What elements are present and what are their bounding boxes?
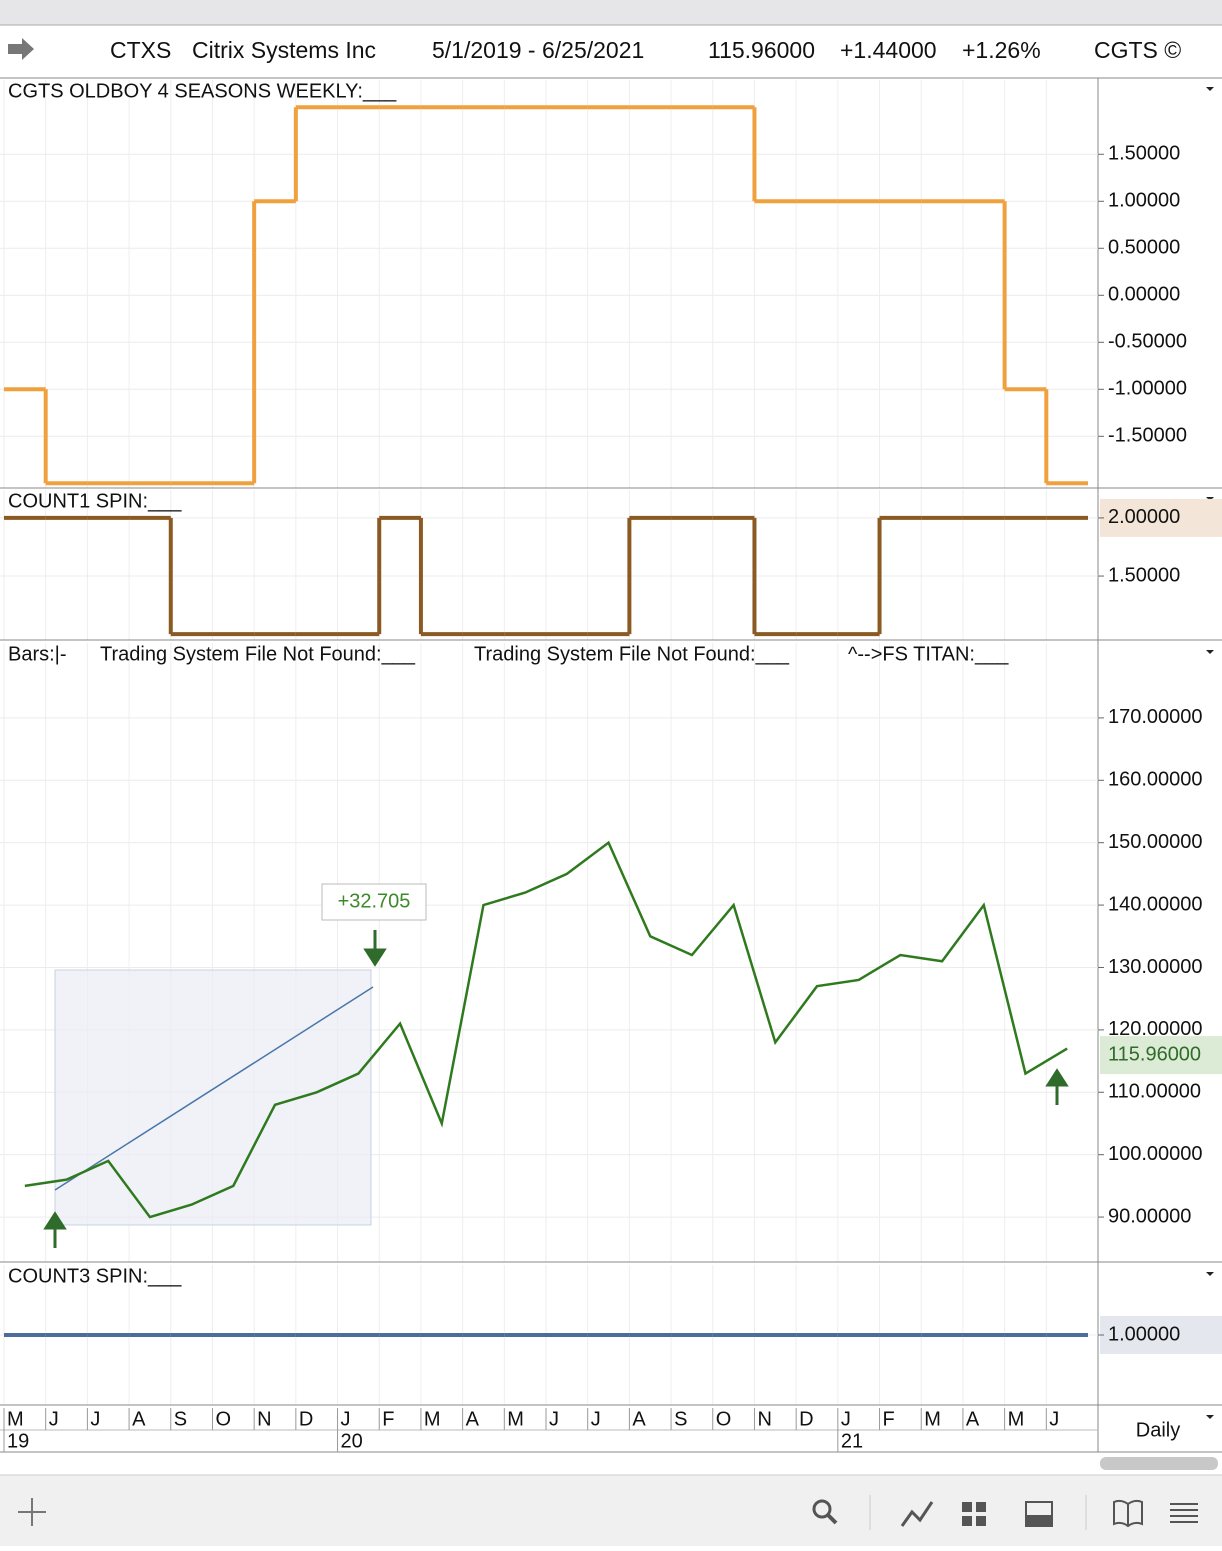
last-value-marker xyxy=(1100,1316,1222,1354)
x-tick-label: J xyxy=(90,1408,100,1430)
x-tick-label: F xyxy=(382,1408,394,1430)
last-price-label: 115.96000 xyxy=(1108,1043,1201,1065)
y-tick-label: 1.00000 xyxy=(1108,1323,1180,1345)
menu-button[interactable] xyxy=(1170,1503,1198,1523)
nav-arrow[interactable] xyxy=(8,38,34,60)
book-button[interactable] xyxy=(1113,1499,1143,1528)
y-tick-label: 170.00000 xyxy=(1108,706,1203,728)
last-price-marker xyxy=(1100,1036,1222,1075)
add-button[interactable] xyxy=(18,1498,46,1526)
last-price: 115.96000 xyxy=(708,37,815,63)
y-tick-label: 0.00000 xyxy=(1108,284,1180,306)
scrollbar[interactable] xyxy=(1100,1457,1218,1470)
year-label: 21 xyxy=(841,1430,863,1452)
y-tick-label: 1.00000 xyxy=(1108,190,1180,212)
x-tick-label: D xyxy=(799,1408,813,1430)
change-pct: +1.26% xyxy=(962,37,1041,63)
dropdown[interactable] xyxy=(1206,1415,1214,1419)
dropdown[interactable] xyxy=(1206,650,1214,654)
symbol: CTXS xyxy=(110,37,171,63)
x-tick-label: A xyxy=(132,1408,146,1430)
last-value-marker xyxy=(1100,498,1222,537)
annotation: +32.705 xyxy=(338,890,411,912)
y-tick-label: 0.50000 xyxy=(1108,237,1180,259)
trend-line xyxy=(54,986,374,1191)
x-tick-label: M xyxy=(507,1408,524,1430)
signal-arrow xyxy=(1045,1068,1069,1105)
y-tick-label: -1.50000 xyxy=(1108,425,1187,447)
y-tick-label: 90.00000 xyxy=(1108,1205,1191,1227)
y-tick-label: 140.00000 xyxy=(1108,893,1203,915)
x-tick-label: J xyxy=(49,1408,59,1430)
draw-button[interactable] xyxy=(900,1501,934,1527)
x-tick-label: F xyxy=(883,1408,895,1430)
year-label: 19 xyxy=(7,1430,29,1452)
y-tick-label: 160.00000 xyxy=(1108,769,1203,791)
x-tick-label: M xyxy=(1008,1408,1025,1430)
layout-button[interactable] xyxy=(962,1502,986,1526)
x-tick-label: A xyxy=(966,1408,980,1430)
selection-box xyxy=(54,969,372,1226)
x-tick-label: M xyxy=(424,1408,441,1430)
signal-arrow xyxy=(363,930,387,967)
price-line xyxy=(24,840,1068,1219)
y-tick-label: -0.50000 xyxy=(1108,331,1187,353)
y-tick-label: 1.50000 xyxy=(1108,143,1180,165)
x-tick-label: S xyxy=(674,1408,687,1430)
y-tick-label: 150.00000 xyxy=(1108,831,1203,853)
x-tick-label: D xyxy=(299,1408,313,1430)
x-tick-label: J xyxy=(1049,1408,1059,1430)
company: Citrix Systems Inc xyxy=(192,37,376,63)
x-tick-label: S xyxy=(174,1408,187,1430)
y-tick-label: 2.00000 xyxy=(1108,506,1180,528)
toolbar xyxy=(0,1475,1222,1546)
signal-arrow xyxy=(43,1211,67,1248)
x-tick-label: J xyxy=(549,1408,559,1430)
x-tick-label: N xyxy=(757,1408,771,1430)
panel-subtitle: Trading System File Not Found:___ xyxy=(100,643,416,665)
window-top-bar xyxy=(0,0,1222,25)
x-tick-label: A xyxy=(466,1408,480,1430)
y-tick-label: 100.00000 xyxy=(1108,1143,1203,1165)
panel-subtitle: Trading System File Not Found:___ xyxy=(474,643,790,665)
search-button[interactable] xyxy=(812,1499,838,1525)
panel-subtitle: ^-->FS TITAN:___ xyxy=(848,643,1009,665)
y-tick-label: 110.00000 xyxy=(1108,1081,1201,1103)
brand: CGTS © xyxy=(1094,37,1181,63)
x-tick-label: A xyxy=(632,1408,646,1430)
annotation-box xyxy=(321,883,427,921)
y-tick-label: 120.00000 xyxy=(1108,1018,1203,1040)
x-tick-label: J xyxy=(841,1408,851,1430)
y-tick-label: 130.00000 xyxy=(1108,956,1203,978)
dropdown[interactable] xyxy=(1206,1272,1214,1276)
y-tick-label: 1.50000 xyxy=(1108,564,1180,586)
interval[interactable]: Daily xyxy=(1136,1419,1180,1441)
x-tick-label: J xyxy=(341,1408,351,1430)
panel-title: COUNT3 SPIN:___ xyxy=(8,1265,182,1287)
panel-button[interactable] xyxy=(1025,1501,1053,1527)
x-tick-label: J xyxy=(591,1408,601,1430)
x-tick-label: M xyxy=(7,1408,24,1430)
y-tick-label: -1.00000 xyxy=(1108,378,1187,400)
change: +1.44000 xyxy=(840,37,937,63)
date-range: 5/1/2019 - 6/25/2021 xyxy=(432,37,644,63)
x-tick-label: M xyxy=(924,1408,941,1430)
x-tick-label: O xyxy=(716,1408,732,1430)
year-label: 20 xyxy=(341,1430,363,1452)
panel-title: COUNT1 SPIN:___ xyxy=(8,490,182,512)
panel-title: CGTS OLDBOY 4 SEASONS WEEKLY:___ xyxy=(8,80,397,102)
x-tick-label: O xyxy=(215,1408,231,1430)
dropdown[interactable] xyxy=(1206,87,1214,91)
x-tick-label: N xyxy=(257,1408,271,1430)
panel-title: Bars:|- xyxy=(8,643,67,665)
